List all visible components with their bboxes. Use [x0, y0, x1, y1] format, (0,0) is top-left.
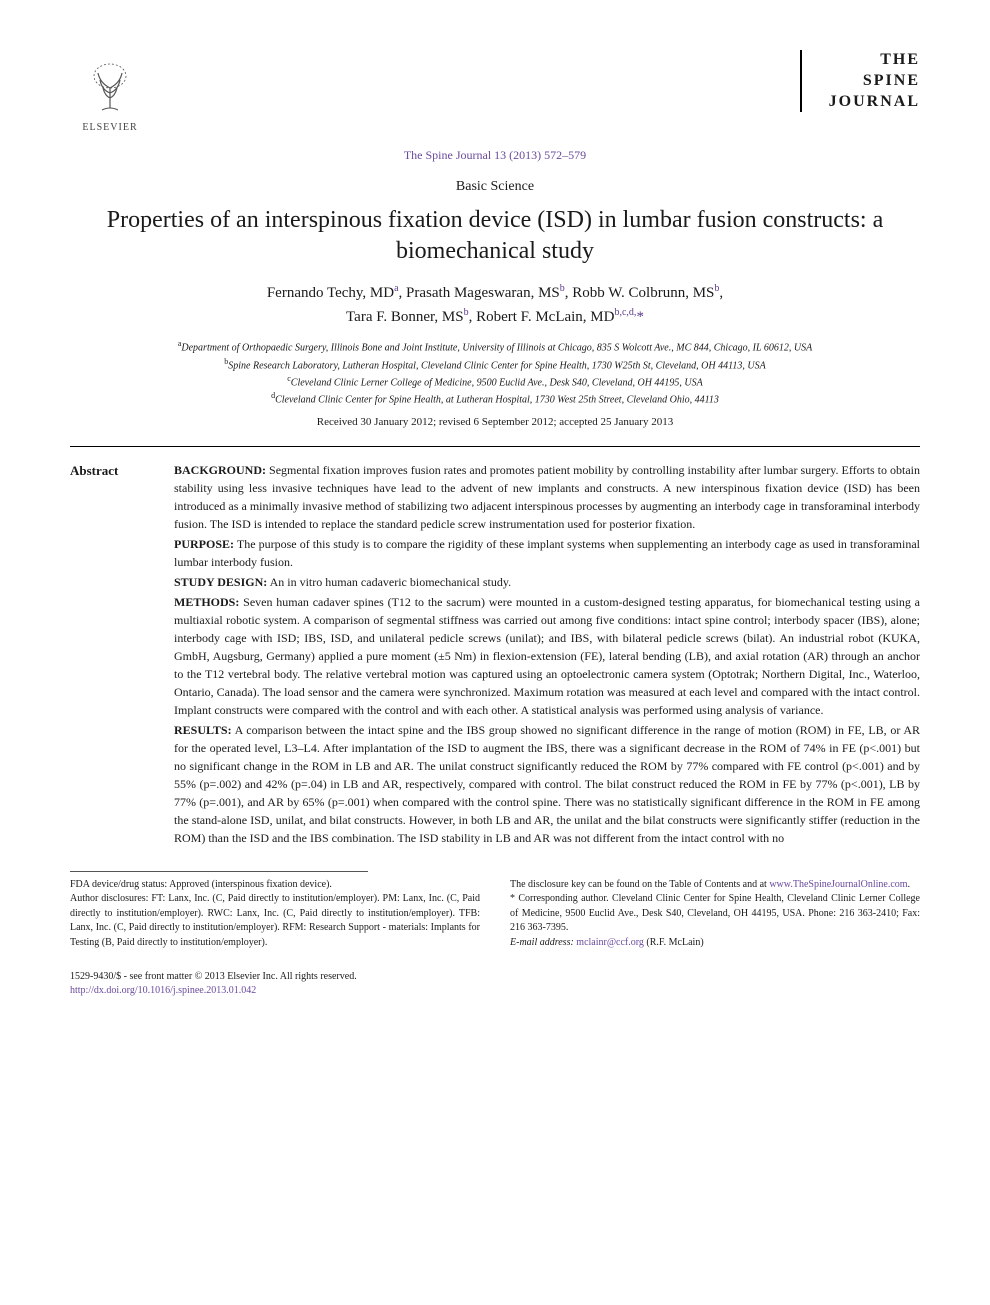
abstract-label: Abstract: [70, 461, 150, 849]
elsevier-tree-icon: [80, 58, 140, 118]
footnotes-left: FDA device/drug status: Approved (inters…: [70, 878, 480, 951]
journal-logo: THE SPINE JOURNAL: [800, 50, 920, 112]
header-row: ELSEVIER THE SPINE JOURNAL: [70, 50, 920, 140]
doi-link[interactable]: http://dx.doi.org/10.1016/j.spinee.2013.…: [70, 985, 256, 996]
abstract-background: BACKGROUND: Segmental fixation improves …: [174, 461, 920, 533]
abstract-body: BACKGROUND: Segmental fixation improves …: [174, 461, 920, 849]
footnotes: FDA device/drug status: Approved (inters…: [70, 878, 920, 951]
author: Tara F. Bonner, MSb: [346, 309, 469, 325]
email-link[interactable]: mclainr@ccf.org: [576, 937, 644, 948]
journal-logo-line1: THE: [812, 50, 920, 71]
journal-logo-line2: SPINE: [812, 71, 920, 92]
email-line: E-mail address: mclainr@ccf.org (R.F. Mc…: [510, 936, 920, 951]
article-title: Properties of an interspinous fixation d…: [70, 205, 920, 267]
fda-status: FDA device/drug status: Approved (inters…: [70, 878, 480, 893]
article-dates: Received 30 January 2012; revised 6 Sept…: [70, 416, 920, 428]
abstract-block: Abstract BACKGROUND: Segmental fixation …: [70, 461, 920, 849]
footnote-divider: [70, 871, 368, 872]
author: Robb W. Colbrunn, MSb: [572, 285, 719, 301]
abstract-purpose: PURPOSE: The purpose of this study is to…: [174, 535, 920, 571]
abstract-methods: METHODS: Seven human cadaver spines (T12…: [174, 593, 920, 719]
copyright-line: 1529-9430/$ - see front matter © 2013 El…: [70, 970, 920, 984]
corresponding-mark: *: [636, 309, 644, 325]
disclosure-key: The disclosure key can be found on the T…: [510, 878, 920, 893]
abstract-results: RESULTS: A comparison between the intact…: [174, 721, 920, 847]
author: Prasath Mageswaran, MSb: [406, 285, 565, 301]
author-disclosures: Author disclosures: FT: Lanx, Inc. (C, P…: [70, 892, 480, 950]
divider: [70, 446, 920, 447]
author: Robert F. McLain, MDb,c,d,*: [476, 309, 644, 325]
journal-logo-line3: JOURNAL: [812, 92, 920, 113]
author: Fernando Techy, MDa: [267, 285, 399, 301]
affiliation: cCleveland Clinic Lerner College of Medi…: [70, 373, 920, 390]
section-type: Basic Science: [70, 179, 920, 195]
footer-meta: 1529-9430/$ - see front matter © 2013 El…: [70, 970, 920, 998]
disclosure-link[interactable]: www.TheSpineJournalOnline.com: [769, 879, 907, 890]
affiliation: dCleveland Clinic Center for Spine Healt…: [70, 390, 920, 407]
publisher-logo: ELSEVIER: [70, 50, 150, 140]
author-list: Fernando Techy, MDa, Prasath Mageswaran,…: [70, 281, 920, 328]
affiliation: bSpine Research Laboratory, Lutheran Hos…: [70, 356, 920, 373]
affiliation: aDepartment of Orthopaedic Surgery, Illi…: [70, 338, 920, 355]
publisher-name: ELSEVIER: [82, 122, 137, 133]
affiliations: aDepartment of Orthopaedic Surgery, Illi…: [70, 338, 920, 407]
corresponding-author: * Corresponding author. Cleveland Clinic…: [510, 892, 920, 936]
citation: The Spine Journal 13 (2013) 572–579: [70, 148, 920, 163]
abstract-study-design: STUDY DESIGN: An in vitro human cadaveri…: [174, 573, 920, 591]
footnotes-right: The disclosure key can be found on the T…: [510, 878, 920, 951]
